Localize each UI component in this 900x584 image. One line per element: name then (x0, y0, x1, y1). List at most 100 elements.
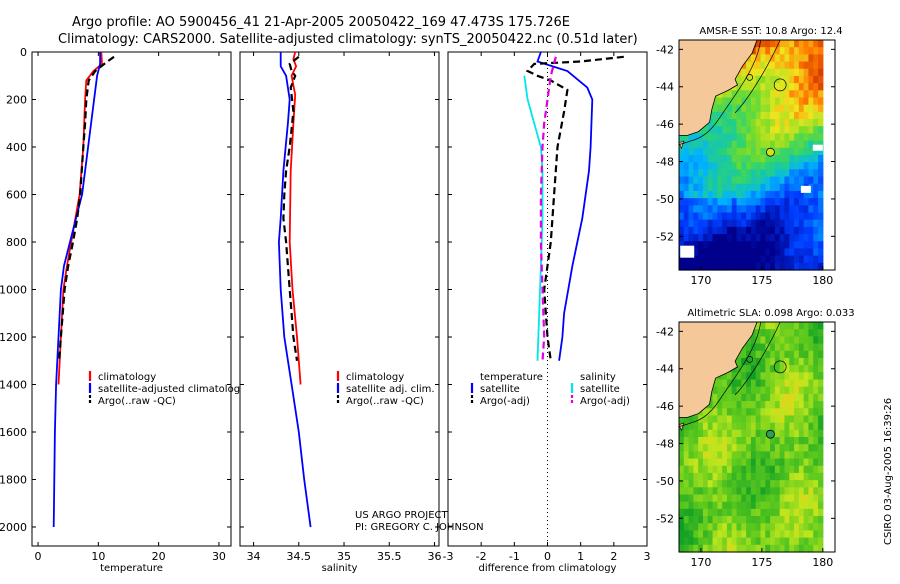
map-cell (746, 155, 752, 163)
map-cell (679, 530, 685, 539)
map-cell (712, 451, 718, 460)
map-cell (789, 119, 795, 127)
x-axis-label: salinity (322, 563, 358, 574)
map-cell (722, 183, 728, 192)
map-cell (813, 379, 819, 388)
map-cell (803, 357, 810, 366)
map-cell (784, 350, 790, 359)
map-cell (746, 119, 752, 127)
map-cell (755, 205, 762, 214)
map-cell (717, 219, 723, 228)
map-cell (702, 429, 709, 438)
map-cell (693, 537, 699, 546)
map-cell (731, 408, 738, 417)
map-cell (750, 451, 757, 460)
map-cell (746, 205, 752, 214)
map-cell (808, 119, 814, 127)
map-cell (755, 437, 762, 445)
map-cell (765, 111, 771, 120)
map-cell (746, 54, 752, 63)
map-cell (679, 501, 685, 510)
map-cell (722, 234, 728, 242)
map-cell (698, 205, 704, 214)
y-tick-label: -44 (656, 363, 674, 376)
map-cell (798, 147, 805, 156)
legend-label: satellite (480, 384, 520, 395)
map-cell (784, 262, 790, 271)
map-cell (683, 140, 690, 149)
map-cell (736, 393, 742, 402)
map-cell (813, 155, 819, 163)
map-cell (717, 234, 723, 242)
map-cell (726, 255, 733, 264)
map-cell (794, 205, 800, 214)
map-cell (794, 516, 800, 524)
map-cell (813, 516, 819, 524)
map-cell (770, 379, 776, 388)
map-cell (774, 508, 781, 517)
map-cell (813, 140, 819, 149)
map-cell (765, 494, 771, 503)
map-cell (707, 169, 714, 178)
map-cell (731, 494, 738, 503)
map-cell (784, 54, 790, 63)
map-cell (712, 437, 718, 445)
map-cell (679, 176, 685, 185)
map-cell (726, 530, 733, 539)
map-cell (736, 183, 742, 192)
map-cell (760, 386, 766, 395)
map-cell (746, 90, 752, 99)
map-cell (760, 54, 766, 63)
map-cell (779, 219, 786, 228)
map-cell (808, 198, 814, 206)
map-cell (741, 90, 747, 99)
map-cell (683, 516, 690, 524)
map-cell (789, 501, 795, 510)
map-cell (765, 379, 771, 388)
map-cell (765, 523, 771, 532)
map-cell (803, 350, 810, 359)
map-cell (731, 508, 738, 517)
map-cell (746, 97, 752, 106)
map-cell (779, 183, 786, 192)
map-cell (789, 97, 795, 106)
map-cell (698, 147, 704, 156)
map-cell (693, 219, 699, 228)
map-cell (774, 329, 781, 337)
map-cell (794, 451, 800, 460)
map-cell (784, 198, 790, 206)
map-cell (679, 241, 685, 250)
map-cell (803, 322, 810, 330)
map-cell (794, 198, 800, 206)
map-cell (698, 234, 704, 242)
map-cell (750, 408, 757, 417)
map-cell (741, 544, 747, 553)
map-cell (693, 494, 699, 503)
map-cell (741, 422, 747, 431)
map-cell (784, 343, 790, 352)
map-cell (746, 226, 752, 235)
map-cell (760, 83, 766, 91)
map-cell (741, 508, 747, 517)
map-cell (726, 465, 733, 474)
map-cell (803, 393, 810, 402)
map-cell (779, 401, 786, 409)
map-cell (784, 169, 790, 178)
map-cell (717, 147, 723, 156)
map-cell (741, 408, 747, 417)
map-cell (702, 480, 709, 488)
map-cell (798, 451, 805, 460)
map-cell (736, 365, 742, 373)
map-cell (707, 422, 714, 431)
map-cell (731, 234, 738, 242)
map-cell (770, 408, 776, 417)
map-cell (679, 169, 685, 178)
map-cell (741, 465, 747, 474)
map-cell (808, 190, 814, 199)
map-cell (741, 487, 747, 496)
map-cell (770, 322, 776, 330)
map-cell (798, 516, 805, 524)
map-cell (736, 530, 742, 539)
map-cell (813, 415, 819, 424)
series-line-magenta (539, 56, 557, 361)
